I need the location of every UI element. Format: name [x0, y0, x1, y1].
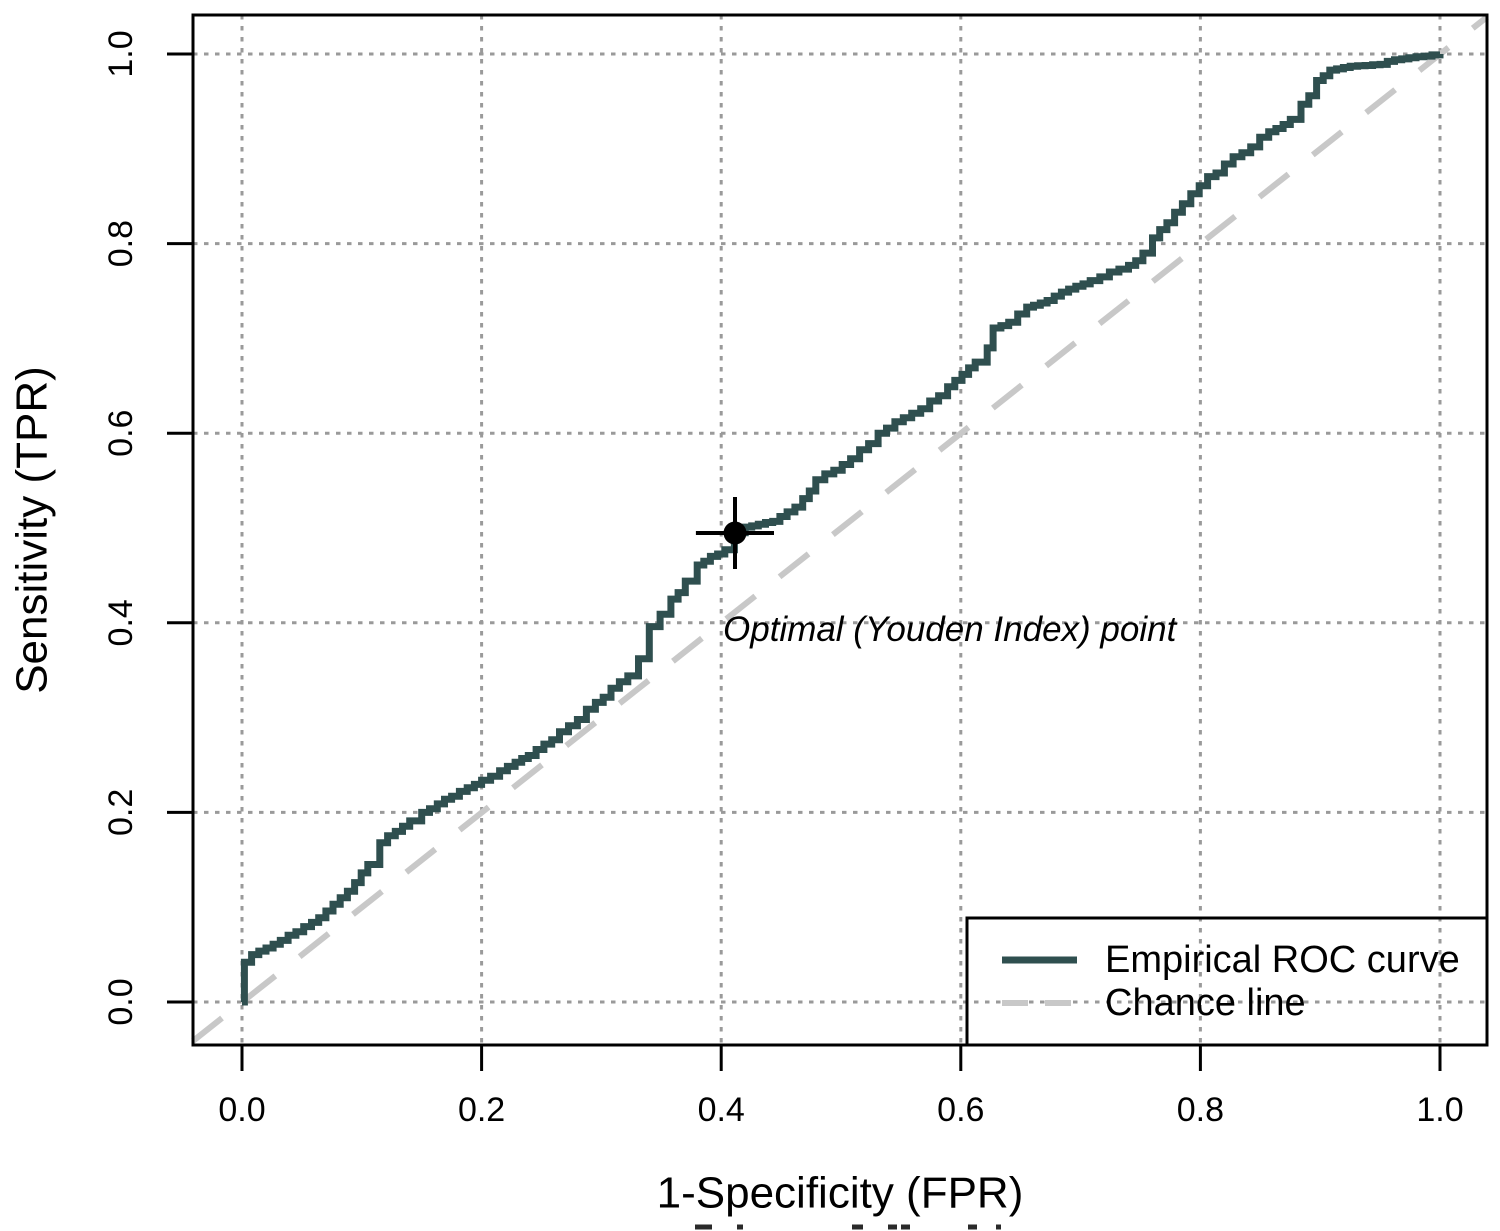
tick-layer: 0.0 0.2 0.4 0.6 0.8 1.0 0.0 0.2 0.4 0.6 0.8 1.0 [102, 30, 1464, 1129]
y-tick-label: 0.8 [102, 220, 140, 267]
y-axis-label: Sensitivity (TPR) [8, 366, 57, 694]
x-tick-label: 0.8 [1177, 1091, 1224, 1129]
legend: Empirical ROC curve Chance line [965, 916, 1489, 1047]
plot-border [191, 13, 1489, 1047]
optimal-point-group [695, 497, 774, 569]
y-tick-label: 0.6 [102, 410, 140, 457]
empirical-roc-curve [240, 51, 1444, 1006]
x-tick-label: 0.4 [698, 1091, 745, 1129]
x-tick-label: 0.0 [218, 1091, 265, 1129]
y-tick-label: 0.4 [102, 599, 140, 646]
optimal-point-annotation: Optimal (Youden Index) point [723, 610, 1178, 649]
legend-label-chance: Chance line [1105, 982, 1306, 1024]
legend-label-roc: Empirical ROC curve [1105, 939, 1460, 981]
x-tick-label: 0.2 [458, 1091, 505, 1129]
x-tick-label: 1.0 [1416, 1091, 1463, 1129]
x-tick-label: 0.6 [937, 1091, 984, 1129]
grid-layer [193, 15, 1487, 1045]
y-tick-label: 0.0 [102, 978, 140, 1025]
y-tick-label: 1.0 [102, 30, 140, 77]
chance-line [191, 14, 1489, 1044]
optimal-point-marker [723, 521, 747, 545]
legend-box [965, 916, 1489, 1047]
y-tick-label: 0.2 [102, 789, 140, 836]
x-axis-label: 1-Specificity (FPR) [657, 1169, 1024, 1218]
